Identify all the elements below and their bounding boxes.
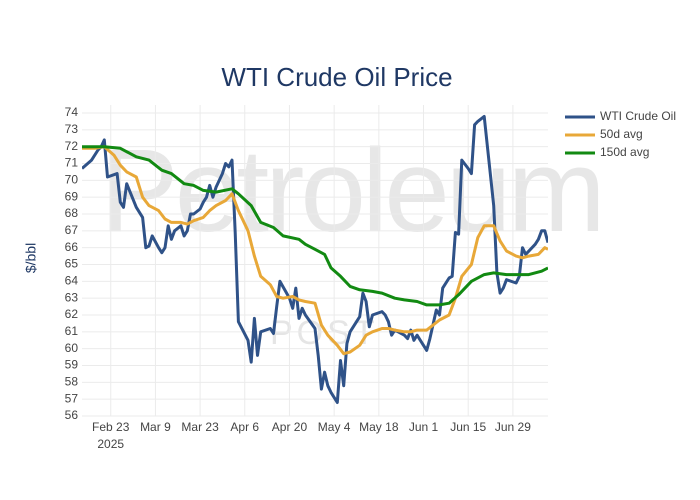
legend-label: WTI Crude Oil (600, 109, 676, 123)
y-tick-label: 62 (65, 307, 79, 321)
watermark-sub: POST (270, 314, 379, 352)
x-tick-label: Jun 1 (409, 420, 439, 434)
x-tick-label: Jun 15 (450, 420, 486, 434)
y-tick-label: 64 (65, 274, 79, 288)
x-tick-label: Mar 23 (181, 420, 219, 434)
x-tick-label: May 4 (318, 420, 351, 434)
y-tick-label: 72 (65, 139, 79, 153)
y-tick-label: 57 (65, 391, 79, 405)
x-tick-label: Apr 6 (230, 420, 259, 434)
x-tick-year: 2025 (97, 437, 124, 451)
watermark: Petroleum (100, 125, 602, 257)
y-tick-label: 61 (65, 324, 79, 338)
y-tick-label: 73 (65, 122, 79, 136)
y-tick-label: 68 (65, 206, 79, 220)
line-series (82, 145, 548, 307)
y-tick-label: 63 (65, 290, 79, 304)
y-tick-label: 65 (65, 257, 79, 271)
y-tick-label: 67 (65, 223, 79, 237)
y-tick-label: 74 (65, 105, 79, 119)
x-tick-label: Apr 20 (272, 420, 308, 434)
y-tick-label: 56 (65, 408, 79, 422)
y-tick-label: 60 (65, 341, 79, 355)
x-tick-label: Jun 29 (495, 420, 531, 434)
line-series (82, 145, 548, 356)
legend-label: 150d avg (600, 145, 649, 159)
line-series (82, 114, 548, 404)
y-tick-label: 71 (65, 156, 79, 170)
y-axis-title: $/bbl (23, 243, 39, 273)
y-tick-label: 59 (65, 358, 79, 372)
x-tick-label: Mar 9 (140, 420, 171, 434)
legend-label: 50d avg (600, 127, 643, 141)
y-tick-label: 69 (65, 189, 79, 203)
y-tick-label: 70 (65, 173, 79, 187)
y-tick-label: 66 (65, 240, 79, 254)
chart-title: WTI Crude Oil Price (221, 62, 452, 92)
y-tick-label: 58 (65, 375, 79, 389)
x-tick-label: May 18 (359, 420, 399, 434)
x-tick-label: Feb 23 (92, 420, 130, 434)
plot-area (82, 114, 548, 404)
